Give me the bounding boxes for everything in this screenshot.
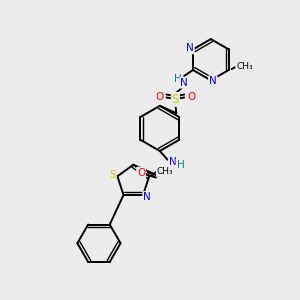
Text: O: O	[155, 92, 164, 101]
Text: N: N	[143, 192, 151, 202]
Text: O: O	[187, 92, 195, 101]
Text: N: N	[186, 44, 194, 53]
Text: O: O	[137, 168, 145, 178]
Text: S: S	[172, 93, 179, 106]
Text: S: S	[109, 170, 116, 180]
Text: N: N	[169, 157, 176, 167]
Text: CH₃: CH₃	[236, 61, 253, 70]
Text: H: H	[177, 160, 184, 170]
Text: N: N	[209, 76, 217, 86]
Text: H: H	[174, 74, 182, 84]
Text: CH₃: CH₃	[157, 167, 173, 176]
Text: N: N	[180, 78, 188, 88]
